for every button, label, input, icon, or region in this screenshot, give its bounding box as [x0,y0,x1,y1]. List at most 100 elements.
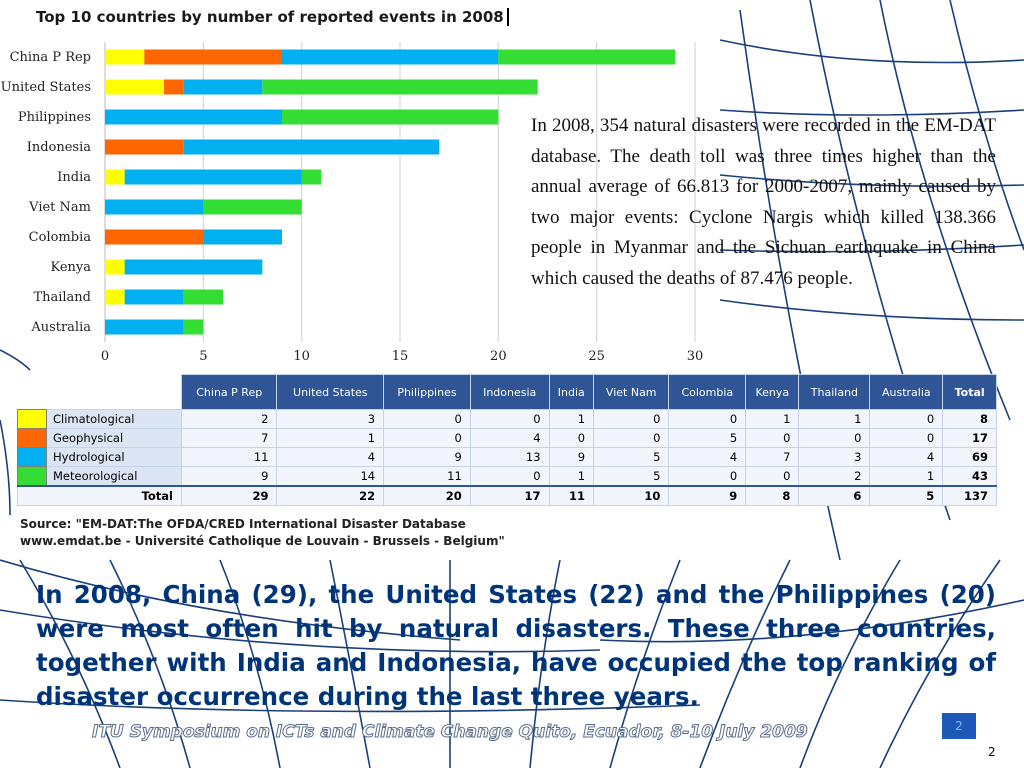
table-cell: 2 [180,409,278,429]
bar-segment [105,199,204,215]
row-label: Hydrological [46,447,182,467]
total-cell: 17 [469,485,550,506]
x-tick-label: 0 [101,349,109,364]
category-label: Indonesia [27,140,92,155]
total-cell: 20 [383,485,471,506]
bar-segment [105,289,125,305]
bar-segment [105,229,204,245]
bar-segment [203,229,282,245]
table-cell: 5 [593,466,670,487]
bar-segment [282,109,499,125]
table-cell: 3 [276,409,385,429]
blank-cell [18,375,47,410]
table-cell: 0 [548,428,595,448]
column-header: Philippines [383,374,471,410]
bar-segment [282,49,499,65]
bar-segment [105,169,125,185]
column-header: Colombia [668,374,747,410]
bar-segment [498,49,676,65]
bar-segment [124,169,302,185]
table-cell: 1 [548,466,595,487]
blank-cell [47,375,182,410]
table-cell: 0 [869,428,944,448]
total-cell: 8 [745,485,800,506]
table-row: Meteorological 9 14 11 0 1 5 0 0 2 1 43 [17,466,997,487]
table-cell: 4 [668,447,747,467]
table-cell: 0 [593,428,670,448]
category-label: India [57,170,91,185]
description-paragraph: In 2008, 354 natural disasters were reco… [531,115,996,289]
table-cell: 13 [469,447,550,467]
table-cell: 17 [942,428,997,448]
table-cell: 11 [383,466,471,487]
source-line-1: Source: "EM-DAT:The OFDA/CRED Internatio… [20,517,466,531]
legend-swatch [17,466,47,487]
table-cell: 2 [798,466,871,487]
x-tick-label: 5 [199,349,207,364]
row-label: Climatological [46,409,182,429]
total-cell: 10 [593,485,670,506]
x-tick-label: 15 [392,349,409,364]
bar-segment [105,139,184,155]
bar-segment [183,319,204,335]
source-line-2: www.emdat.be - Université Catholique de … [20,534,505,548]
column-header: Kenya [745,374,800,410]
bar-segment [183,289,223,305]
category-label: United States [1,80,91,95]
bar-segment [164,79,184,95]
column-header: Total [942,374,997,410]
table-cell: 69 [942,447,997,467]
table-cell: 1 [798,409,871,429]
table-cell: 0 [469,409,550,429]
total-cell: 5 [869,485,944,506]
x-tick-label: 10 [293,349,310,364]
column-header: Viet Nam [593,374,670,410]
table-cell: 8 [942,409,997,429]
table-cell: 14 [276,466,385,487]
total-cell: 6 [798,485,871,506]
total-cell: 22 [276,485,385,506]
bar-segment [105,109,282,125]
column-header: Indonesia [469,374,550,410]
table-cell: 1 [869,466,944,487]
bar-segment [105,49,145,65]
total-cell: 11 [548,485,595,506]
table-cell: 0 [383,409,471,429]
total-cell: 9 [668,485,747,506]
table-cell: 43 [942,466,997,487]
totals-row: Total 29 22 20 17 11 10 9 8 6 5 137 [17,485,997,506]
table-cell: 0 [668,466,747,487]
page-number: 2 [988,745,996,759]
column-header: Thailand [798,374,871,410]
table-cell: 4 [469,428,550,448]
table-cell: 0 [668,409,747,429]
table-row: Hydrological 11 4 9 13 9 5 4 7 3 4 69 [17,447,997,467]
table-cell: 0 [798,428,871,448]
table-cell: 5 [668,428,747,448]
table-cell: 5 [593,447,670,467]
column-header: India [548,374,595,410]
footer-text: ITU Symposium on ICTs and Climate Change… [92,722,809,743]
column-header: Australia [869,374,944,410]
table-cell: 0 [745,466,800,487]
bar-segment [262,79,538,95]
table-cell: 9 [548,447,595,467]
x-tick-label: 30 [687,349,704,364]
data-table: China P Rep United States Philippines Indon… [17,374,997,506]
x-tick-label: 20 [490,349,507,364]
bar-segment [183,139,440,155]
category-label: Colombia [29,230,92,245]
category-label: Thailand [33,290,91,305]
bar-segment [183,79,263,95]
totals-label: Total [17,485,182,506]
table-row: Climatological 2 3 0 0 1 0 0 1 1 0 8 [17,409,997,429]
table-cell: 1 [548,409,595,429]
table-cell: 0 [593,409,670,429]
legend-swatch [17,447,47,467]
table-cell: 1 [276,428,385,448]
total-cell: 137 [942,485,997,506]
category-label: Viet Nam [28,200,91,215]
category-label: Australia [30,320,91,335]
page-number-box: 2 [942,713,976,739]
table-cell: 4 [869,447,944,467]
